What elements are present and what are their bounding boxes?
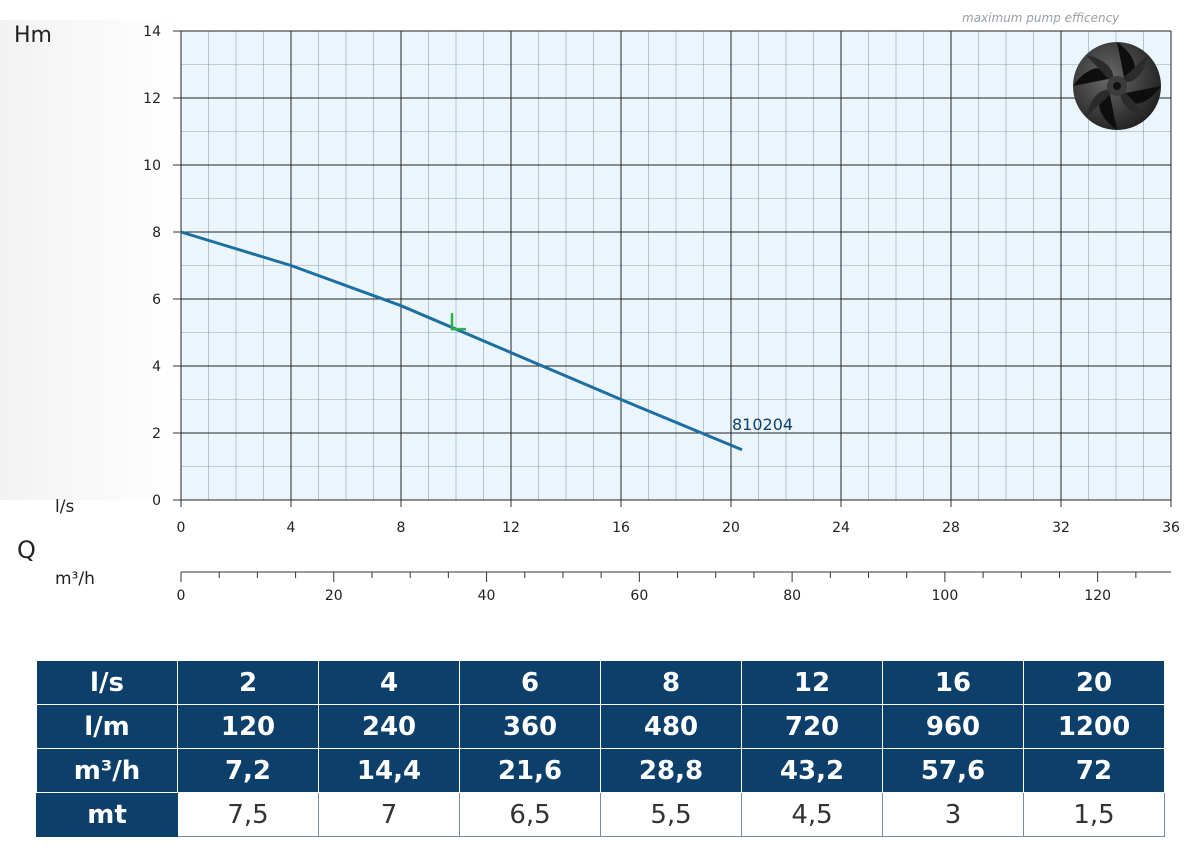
y-tick-labels: 0 2 4 6 8 10 12 14 [143,24,181,509]
table-cell: 960 [882,704,1024,749]
table-cell: 7 [318,792,460,837]
impeller-icon [1073,42,1161,130]
table-cell: 16 [882,660,1024,705]
table-cell: 4,5 [741,792,883,837]
table-cell: 7,2 [177,748,319,793]
x-tick-label: 36 [1162,520,1180,536]
secondary-tick-label: 40 [478,588,496,604]
secondary-tick-label: 60 [630,588,648,604]
secondary-tick-label: 100 [932,588,959,604]
x-tick-label: 28 [942,520,960,536]
y-tick-label: 2 [152,426,161,442]
x-tick-label: 20 [722,520,740,536]
table-cell: 7,5 [177,792,319,837]
series-label: 810204 [732,415,793,434]
y-tick-label: 14 [143,24,161,40]
x-tick-label: 16 [612,520,630,536]
table-cell: 120 [177,704,319,749]
table-cell: 6 [459,660,601,705]
row-header: l/m [36,704,178,749]
secondary-tick-label: 80 [783,588,801,604]
y-tick-label: 0 [152,493,161,509]
secondary-tick-label: 0 [177,588,186,604]
y-tick-label: 6 [152,292,161,308]
efficiency-marker [450,313,466,331]
table-row: m³/h 7,2 14,4 21,6 28,8 43,2 57,6 72 [36,748,1165,793]
table-row: mt 7,5 7 6,5 5,5 4,5 3 1,5 [36,792,1165,837]
y-axis-label: Hm [14,23,52,48]
y-tick-label: 4 [152,359,161,375]
row-header: mt [36,792,178,837]
performance-table: l/s 2 4 6 8 12 16 20 l/m 120 240 360 480 720 960 1200 m³… [36,660,1165,837]
left-margin-shade [0,20,180,500]
table-cell: 14,4 [318,748,460,793]
table-cell: 1,5 [1023,792,1165,837]
series-layer: 810204 [180,230,793,452]
y-tick-label: 10 [143,158,161,174]
row-header: m³/h [36,748,178,793]
table-cell: 2 [177,660,319,705]
table-cell: 72 [1023,748,1165,793]
x-tick-label: 0 [177,520,186,536]
x-tick-label: 12 [502,520,520,536]
table-cell: 12 [741,660,883,705]
x-axis-label: Q [17,536,36,564]
table-cell: 480 [600,704,742,749]
secondary-tick-label: 120 [1084,588,1111,604]
x-tick-label: 4 [287,520,296,536]
x-unit-primary: l/s [55,497,74,517]
table-cell: 4 [318,660,460,705]
table-cell: 5,5 [600,792,742,837]
x-tick-label: 8 [397,520,406,536]
table-cell: 720 [741,704,883,749]
table-cell: 21,6 [459,748,601,793]
table-cell: 1200 [1023,704,1165,749]
grid-major [180,30,1172,501]
y-tick-label: 8 [152,225,161,241]
table-cell: 57,6 [882,748,1024,793]
y-tick-label: 12 [143,91,161,107]
table-row: l/m 120 240 360 480 720 960 1200 [36,704,1165,749]
table-row: l/s 2 4 6 8 12 16 20 [36,660,1165,705]
table-cell: 43,2 [741,748,883,793]
row-header: l/s [36,660,178,705]
table-cell: 28,8 [600,748,742,793]
table-cell: 360 [459,704,601,749]
table-cell: 240 [318,704,460,749]
grid-minor [181,31,1171,500]
x-unit-secondary: m³/h [55,569,95,589]
table-cell: 20 [1023,660,1165,705]
table-cell: 6,5 [459,792,601,837]
x-tick-label: 32 [1052,520,1070,536]
table-cell: 3 [882,792,1024,837]
x-tick-labels: 0 4 8 12 16 20 24 28 32 36 [177,500,1180,536]
secondary-axis: 0 20 40 60 80 100 120 [177,571,1171,604]
table-cell: 8 [600,660,742,705]
x-tick-label: 24 [832,520,850,536]
secondary-tick-label: 20 [325,588,343,604]
header-text: maximum pump efficency [962,11,1120,25]
